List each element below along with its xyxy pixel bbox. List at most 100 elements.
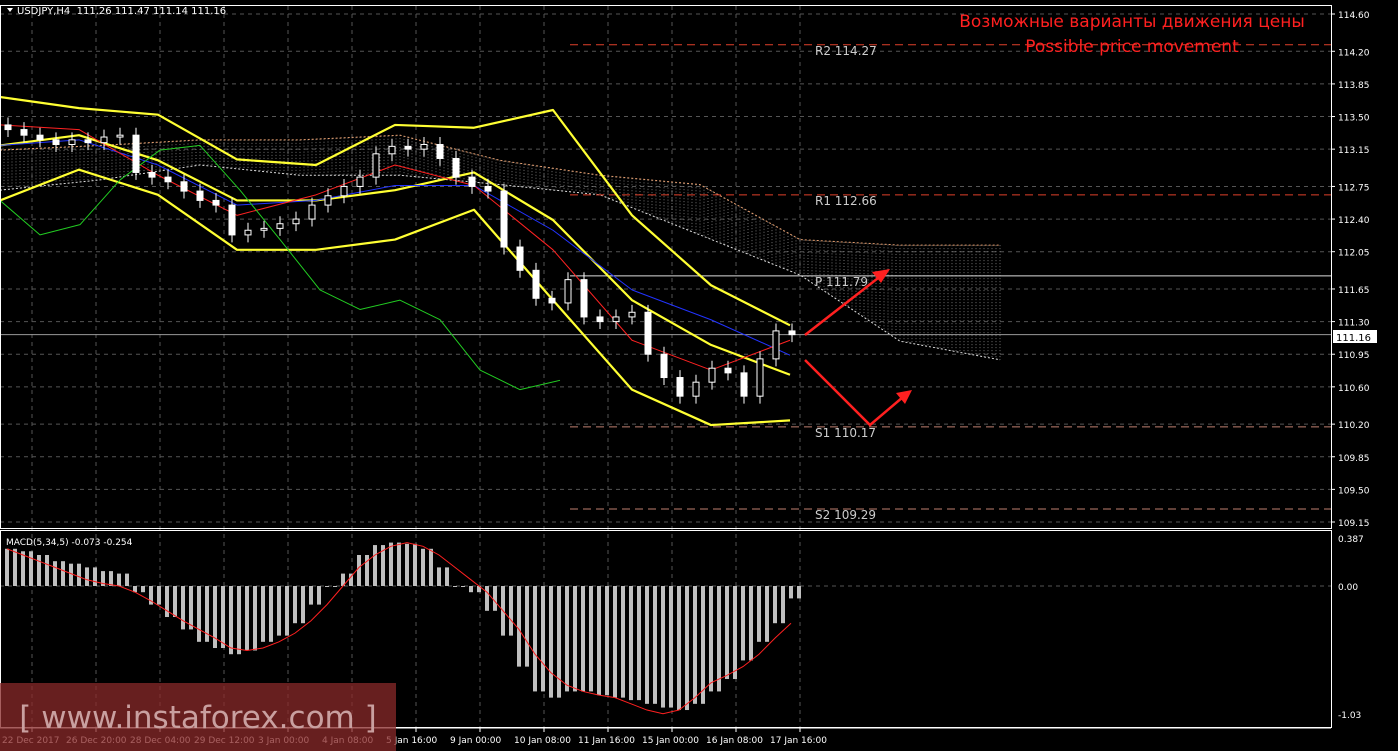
candle-body xyxy=(228,204,236,236)
x-tick-label: 15 Jan 00:00 xyxy=(642,736,699,746)
macd-bar xyxy=(549,586,553,698)
macd-bar xyxy=(285,586,289,636)
y-tick-label: 113.85 xyxy=(1338,81,1370,91)
arrow-down xyxy=(804,359,904,427)
macd-bar xyxy=(613,586,617,698)
candle-body xyxy=(340,185,348,197)
candle-body xyxy=(20,129,28,136)
macd-title: MACD(5,34,5) -0.073 -0.254 xyxy=(6,538,133,548)
x-tick-label: 17 Jan 16:00 xyxy=(770,736,827,746)
macd-bar xyxy=(653,586,657,704)
candle-body xyxy=(308,204,316,220)
macd-panel xyxy=(5,542,801,715)
macd-bar xyxy=(141,586,145,593)
candle-body xyxy=(404,145,412,150)
macd-bar xyxy=(797,586,801,599)
macd-bar xyxy=(277,586,281,636)
current-price-label: 111.16 xyxy=(1336,333,1371,344)
macd-bar xyxy=(229,586,233,655)
pivot-label-p: P 111.79 xyxy=(815,275,868,289)
macd-bar xyxy=(781,586,785,624)
macd-bar xyxy=(357,554,361,586)
macd-y-tick-label: -1.03 xyxy=(1338,711,1361,721)
candle-body xyxy=(564,279,572,304)
macd-bar xyxy=(661,586,665,708)
macd-bar xyxy=(333,586,337,587)
macd-bar xyxy=(53,561,57,586)
macd-bar xyxy=(533,586,537,692)
bollinger-middle xyxy=(0,134,791,376)
macd-bar xyxy=(629,586,633,701)
candle-body xyxy=(132,134,140,173)
macd-bar xyxy=(197,586,201,642)
candle-body xyxy=(388,145,396,155)
candles xyxy=(4,117,796,404)
candle-body xyxy=(68,139,76,145)
macd-bar xyxy=(541,586,545,692)
annotation-en: Possible price movement xyxy=(1025,37,1239,57)
candle-body xyxy=(244,229,252,236)
x-tick-label: 9 Jan 00:00 xyxy=(450,736,502,746)
macd-bar xyxy=(181,586,185,630)
dropdown-triangle-icon[interactable] xyxy=(7,8,13,12)
candle-body xyxy=(532,269,540,299)
candle-body xyxy=(356,176,364,187)
y-tick-label: 109.15 xyxy=(1338,519,1370,529)
macd-y-tick-label: 0.00 xyxy=(1338,583,1358,593)
macd-bar xyxy=(597,586,601,696)
macd-bar xyxy=(69,563,73,586)
macd-bar xyxy=(493,586,497,611)
macd-bar xyxy=(709,586,713,692)
y-tick-label: 113.50 xyxy=(1338,114,1370,124)
candle-body xyxy=(436,143,444,159)
macd-bar xyxy=(77,563,81,586)
macd-bar xyxy=(117,573,121,586)
macd-bar xyxy=(429,548,433,586)
candle-body xyxy=(740,372,748,397)
macd-bar xyxy=(693,586,697,704)
macd-bar xyxy=(525,586,529,667)
y-tick-label: 109.85 xyxy=(1338,454,1370,464)
macd-bar xyxy=(717,586,721,692)
macd-bar xyxy=(29,551,33,586)
macd-bar xyxy=(149,586,153,605)
y-tick-label: 112.75 xyxy=(1338,183,1370,193)
y-tick-label: 111.65 xyxy=(1338,286,1370,296)
y-tick-label: 113.15 xyxy=(1338,146,1370,156)
candle-body xyxy=(596,316,604,323)
macd-bar xyxy=(733,586,737,680)
candle-body xyxy=(484,185,492,192)
candle-body xyxy=(612,316,620,323)
macd-bar xyxy=(669,586,673,708)
candle-body xyxy=(100,136,108,144)
arrow-up xyxy=(804,274,883,336)
macd-bar xyxy=(741,586,745,661)
macd-bar xyxy=(461,586,465,587)
macd-bar xyxy=(445,567,449,586)
macd-bar xyxy=(605,586,609,696)
arrow-up-head xyxy=(872,269,890,283)
macd-bar xyxy=(365,554,369,586)
kijun-line xyxy=(0,139,791,356)
macd-bar xyxy=(557,586,561,698)
macd-bar xyxy=(13,548,17,586)
macd-bar xyxy=(221,586,225,649)
macd-bar xyxy=(45,554,49,586)
pivot-label-r1: R1 112.66 xyxy=(815,194,877,208)
macd-bar xyxy=(453,586,457,587)
pivot-label-s1: S1 110.17 xyxy=(815,426,876,440)
macd-bar xyxy=(581,586,585,692)
macd-bar xyxy=(269,586,273,642)
x-tick-label: 11 Jan 16:00 xyxy=(578,736,635,746)
candle-body xyxy=(260,227,268,231)
candle-body xyxy=(772,330,780,360)
candle-body xyxy=(500,190,508,248)
candle-body xyxy=(164,176,172,183)
macd-bar xyxy=(61,561,65,586)
candle-body xyxy=(516,246,524,271)
senkou-span-a xyxy=(0,134,1000,246)
macd-bar xyxy=(317,586,321,605)
macd-bar xyxy=(389,542,393,586)
macd-bar xyxy=(109,571,113,586)
